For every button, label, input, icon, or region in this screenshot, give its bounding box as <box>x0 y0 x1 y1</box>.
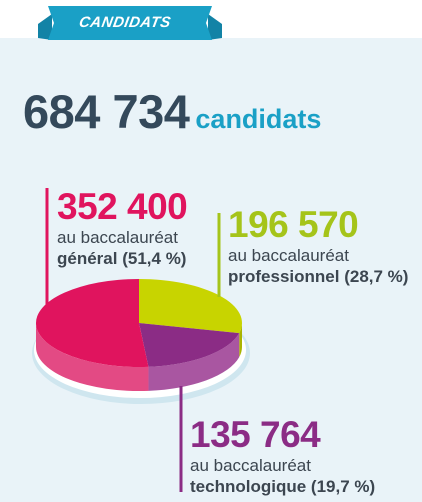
pie-slice-general <box>36 279 149 367</box>
label-professionnel: 196 570 au baccalauréat professionnel (2… <box>228 205 408 287</box>
desc-general-type: général <box>57 249 118 268</box>
label-technologique: 135 764 au baccalauréat technologique (1… <box>190 415 375 497</box>
desc-professionnel-type: professionnel <box>228 267 340 286</box>
value-professionnel: 196 570 <box>228 204 359 245</box>
desc-professionnel-line2: professionnel (28,7 %) <box>228 266 408 287</box>
total-candidates: 684 734 candidats <box>23 84 321 139</box>
percent-general: (51,4 %) <box>122 249 187 268</box>
percent-technologique: (19,7 %) <box>310 477 376 496</box>
header-ribbon <box>38 6 222 40</box>
total-number: 684 734 <box>23 85 190 138</box>
pie-side-technologique <box>148 333 240 391</box>
desc-general-line1: au baccalauréat <box>57 228 178 247</box>
percent-professionnel: (28,7 %) <box>344 267 409 286</box>
pie-slice-professionnel <box>139 279 242 334</box>
pie-side-general <box>36 323 149 391</box>
pie-side-professionnel <box>239 323 242 358</box>
label-general: 352 400 au baccalauréat général (51,4 %) <box>57 186 188 269</box>
desc-technologique-line1: au baccalauréat <box>190 456 311 475</box>
desc-general-line2: général (51,4 %) <box>57 248 187 269</box>
desc-technologique-type: technologique <box>190 477 307 496</box>
content-panel <box>0 38 422 502</box>
desc-professionnel-line1: au baccalauréat <box>228 246 349 265</box>
value-technologique: 135 764 <box>190 414 321 455</box>
pie-slice-technologique <box>139 323 240 367</box>
total-label: candidats <box>195 104 322 134</box>
desc-technologique-line2: technologique (19,7 %) <box>190 476 375 497</box>
value-general: 352 400 <box>57 186 188 227</box>
